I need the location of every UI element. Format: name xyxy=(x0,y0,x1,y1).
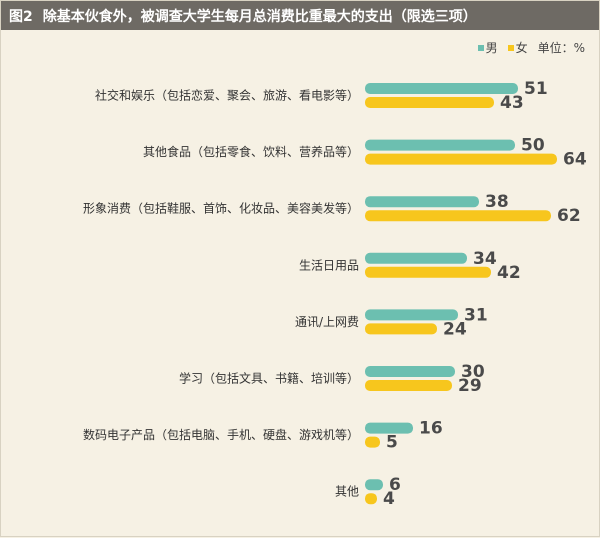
legend-female-swatch xyxy=(507,44,514,51)
bar-male xyxy=(365,196,479,208)
bar-male xyxy=(365,366,455,377)
category-label: 社交和娱乐（包括恋爱、聚会、旅游、看电影等） xyxy=(95,88,359,103)
bar-male xyxy=(365,479,383,491)
value-label-male: 16 xyxy=(419,419,443,439)
category-label: 生活日用品 xyxy=(299,258,359,272)
legend-male: 男 xyxy=(477,39,498,56)
bar-male xyxy=(365,309,458,321)
category-label: 学习（包括文具、书籍、培训等） xyxy=(179,371,359,386)
legend: 男 女 单位：% xyxy=(477,39,585,56)
category-label: 其他食品（包括零食、饮料、营养品等） xyxy=(143,144,359,159)
bar-female xyxy=(365,210,551,222)
value-label-female: 24 xyxy=(443,319,467,339)
value-label-male: 50 xyxy=(521,136,545,156)
bar-male xyxy=(365,422,413,434)
bar-male xyxy=(365,83,518,94)
category-label: 其他 xyxy=(335,485,359,499)
value-label-male: 51 xyxy=(524,79,548,99)
value-label-male: 6 xyxy=(389,475,401,495)
bar-female xyxy=(365,436,380,448)
legend-female: 女 xyxy=(507,39,528,56)
category-label: 数码电子产品（包括电脑、手机、硬盘、游戏机等） xyxy=(83,427,359,442)
value-label-female: 62 xyxy=(557,206,581,226)
category-label: 通讯/上网费 xyxy=(295,315,359,329)
bar-female xyxy=(365,266,491,278)
bar-female xyxy=(365,323,437,335)
category-label: 形象消费（包括鞋服、首饰、化妆品、美容美发等） xyxy=(83,201,359,216)
bar-female xyxy=(365,153,557,165)
value-label-male: 31 xyxy=(464,305,488,325)
chart-title: 除基本伙食外，被调查大学生每月总消费比重最大的支出（限选三项） xyxy=(42,8,477,25)
unit-label: 单位：% xyxy=(537,41,585,55)
bar-female xyxy=(365,380,452,391)
value-label-female: 5 xyxy=(386,433,398,453)
legend-female-label: 女 xyxy=(515,41,528,55)
bar-male xyxy=(365,139,515,151)
value-label-female: 43 xyxy=(500,93,524,113)
bar-female xyxy=(365,493,377,505)
value-label-male: 34 xyxy=(473,249,497,269)
value-label-male: 30 xyxy=(461,362,485,382)
title-bar: 图2 除基本伙食外，被调查大学生每月总消费比重最大的支出（限选三项） xyxy=(1,1,599,30)
value-label-female: 64 xyxy=(563,150,587,170)
figure-label: 图2 xyxy=(9,8,33,25)
value-label-female: 29 xyxy=(458,376,482,396)
value-label-female: 4 xyxy=(383,489,395,509)
value-label-female: 42 xyxy=(497,263,521,283)
legend-male-label: 男 xyxy=(485,41,498,55)
bar-male xyxy=(365,252,467,264)
bar-female xyxy=(365,97,494,108)
legend-male-swatch xyxy=(477,44,484,51)
value-label-male: 38 xyxy=(485,192,509,212)
